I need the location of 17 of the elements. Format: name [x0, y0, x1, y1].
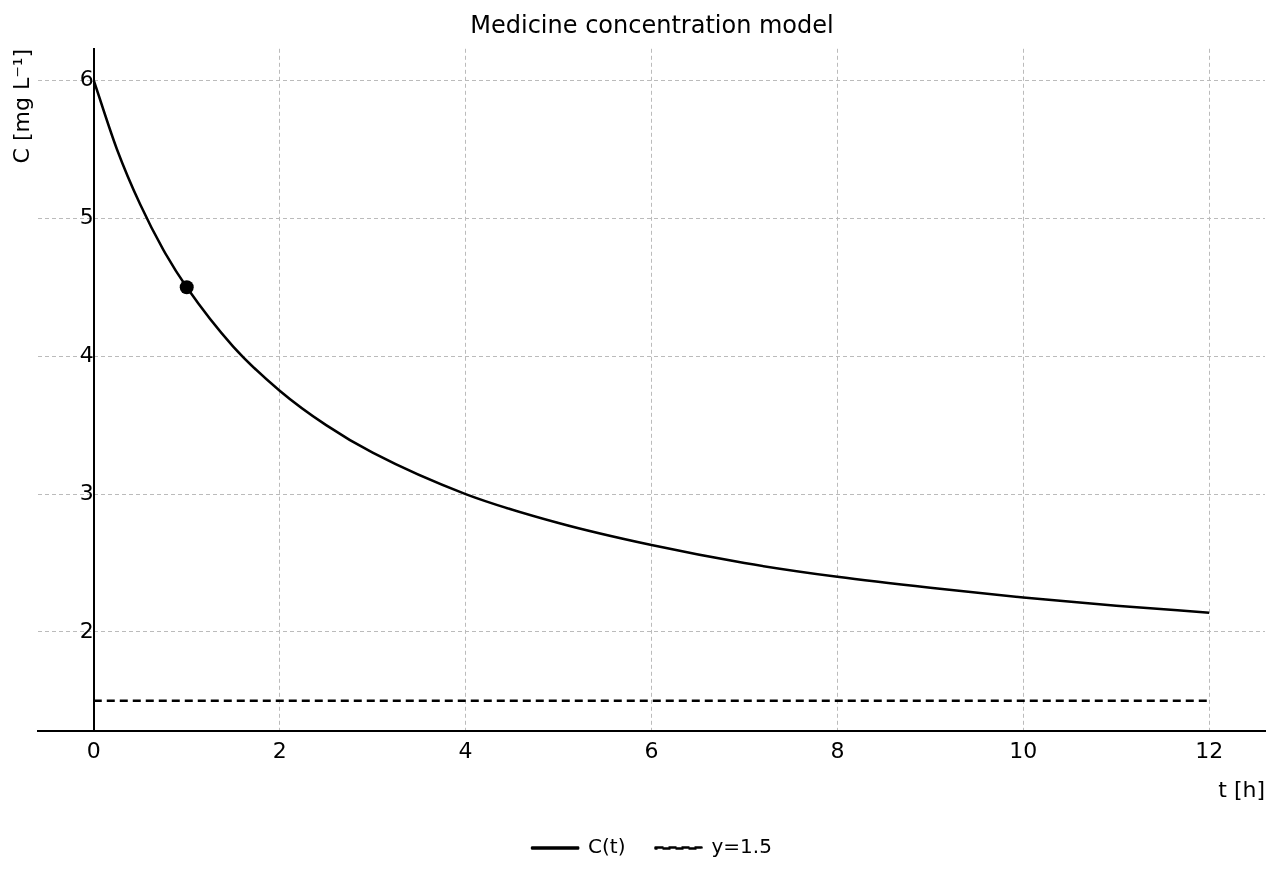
y-tick-label: 6 [79, 66, 94, 92]
y-tick-label: 4 [79, 341, 94, 367]
x-tick-label: 10 [1009, 738, 1038, 764]
x-tick-label: 0 [86, 738, 101, 764]
x-tick-label: 6 [644, 738, 659, 764]
y-tick-label: 5 [79, 204, 94, 230]
x-tick-label: 12 [1195, 738, 1224, 764]
y-tick-label: 3 [79, 479, 94, 505]
x-axis-title: t [h] [1218, 776, 1265, 802]
y-tick-label: 2 [79, 617, 94, 643]
legend-label: y=1.5 [711, 834, 772, 859]
chart-title: Medicine concentration model [470, 10, 834, 39]
y-axis-title: C [mg L⁻¹] [8, 48, 34, 164]
x-tick-label: 8 [830, 738, 845, 764]
x-tick-label: 4 [458, 738, 473, 764]
legend-label: C(t) [588, 834, 626, 859]
x-tick-label: 2 [272, 738, 287, 764]
